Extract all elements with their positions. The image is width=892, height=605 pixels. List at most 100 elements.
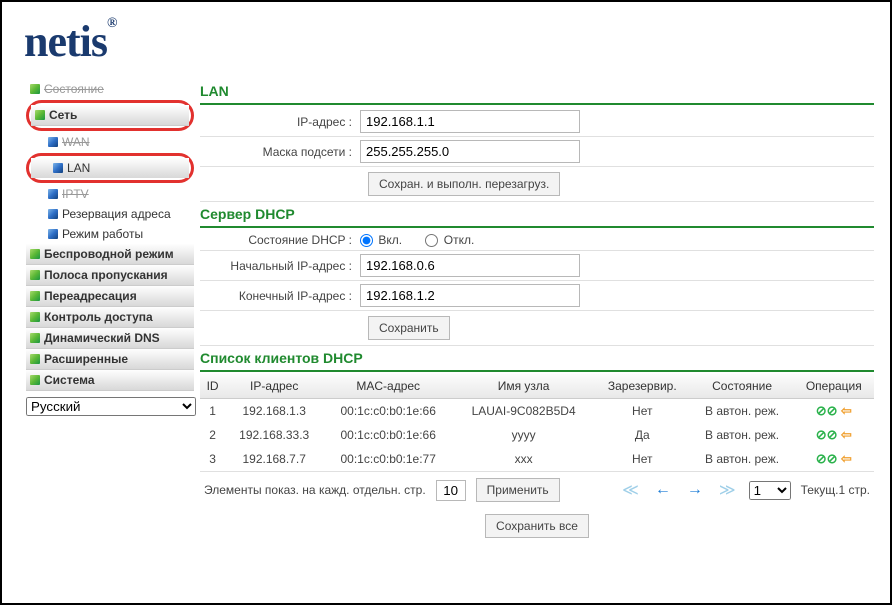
col-host: Имя узла (453, 374, 594, 399)
prev-page-icon[interactable]: ← (652, 481, 674, 499)
sidebar-item-12[interactable]: Расширенные (26, 349, 194, 370)
sidebar-item-11[interactable]: Динамический DNS (26, 328, 194, 349)
link-icon[interactable]: ⊘⊘ (816, 403, 838, 419)
bullet-icon (30, 375, 40, 385)
bullet-icon (48, 189, 58, 199)
dhcp-end-input[interactable] (360, 284, 580, 307)
dhcp-off-radio[interactable] (425, 234, 438, 247)
last-page-icon[interactable]: ≫ (716, 480, 739, 500)
arrow-left-icon[interactable]: ⇦ (841, 427, 852, 443)
arrow-left-icon[interactable]: ⇦ (841, 451, 852, 467)
sidebar-item-0[interactable]: Состояние (26, 79, 194, 99)
sidebar-item-label: Динамический DNS (44, 331, 160, 345)
subnet-mask-input[interactable] (360, 140, 580, 163)
sidebar-item-10[interactable]: Контроль доступа (26, 307, 194, 328)
sidebar-item-9[interactable]: Переадресация (26, 286, 194, 307)
link-icon[interactable]: ⊘⊘ (816, 451, 838, 467)
bullet-icon (30, 249, 40, 259)
dhcp-save-button[interactable]: Сохранить (368, 316, 450, 340)
cell-ip: 192.168.33.3 (225, 423, 323, 447)
ip-address-label: IP-адрес : (200, 115, 360, 129)
language-select[interactable]: Русский (26, 397, 196, 416)
table-row: 3192.168.7.700:1c:c0:b0:1e:77xxxНетВ авт… (200, 447, 874, 471)
col-mac: MAC-адрес (323, 374, 453, 399)
cell-op: ⊘⊘ ⇦ (794, 399, 874, 424)
page-select[interactable]: 1 (749, 481, 791, 500)
first-page-icon[interactable]: ≪ (619, 480, 642, 500)
bullet-icon (30, 333, 40, 343)
dhcp-start-input[interactable] (360, 254, 580, 277)
sidebar-item-label: Беспроводной режим (44, 247, 174, 261)
bullet-icon (30, 354, 40, 364)
dhcp-end-label: Конечный IP-адрес : (200, 289, 360, 303)
next-page-icon[interactable]: → (684, 481, 706, 499)
sidebar-item-6[interactable]: Режим работы (26, 224, 194, 244)
cell-reserved: Да (594, 423, 691, 447)
dhcp-off-option[interactable]: Откл. (425, 233, 474, 247)
cell-reserved: Нет (594, 399, 691, 424)
bullet-icon (30, 291, 40, 301)
per-page-label: Элементы показ. на кажд. отдельн. стр. (204, 483, 426, 497)
bullet-icon (35, 110, 45, 120)
cell-reserved: Нет (594, 447, 691, 471)
sidebar-item-label: LAN (67, 161, 90, 175)
col-reserved: Зарезервир. (594, 374, 691, 399)
sidebar-item-7[interactable]: Беспроводной режим (26, 244, 194, 265)
cell-op: ⊘⊘ ⇦ (794, 447, 874, 471)
bullet-icon (30, 270, 40, 280)
sidebar-item-8[interactable]: Полоса пропускания (26, 265, 194, 286)
logo-area: netis® (6, 6, 886, 79)
sidebar-item-13[interactable]: Система (26, 370, 194, 391)
sidebar-item-label: IPTV (62, 187, 89, 201)
dhcp-section-title: Сервер DHCP (200, 202, 874, 228)
apply-button[interactable]: Применить (476, 478, 560, 502)
sidebar-item-3[interactable]: LAN (31, 158, 189, 178)
sidebar-item-4[interactable]: IPTV (26, 184, 194, 204)
dhcp-on-option[interactable]: Вкл. (360, 233, 402, 247)
bullet-icon (53, 163, 63, 173)
bullet-icon (48, 209, 58, 219)
lan-section-title: LAN (200, 79, 874, 105)
save-all-button[interactable]: Сохранить все (485, 514, 589, 538)
ip-address-input[interactable] (360, 110, 580, 133)
cell-host: xxx (453, 447, 594, 471)
cell-op: ⊘⊘ ⇦ (794, 423, 874, 447)
col-state: Состояние (691, 374, 794, 399)
table-row: 2192.168.33.300:1c:c0:b0:1e:66ууууДаВ ав… (200, 423, 874, 447)
bullet-icon (48, 229, 58, 239)
bullet-icon (48, 137, 58, 147)
sidebar-item-5[interactable]: Резервация адреса (26, 204, 194, 224)
cell-mac: 00:1c:c0:b0:1e:77 (323, 447, 453, 471)
dhcp-on-radio[interactable] (360, 234, 373, 247)
bullet-icon (30, 312, 40, 322)
table-row: 1192.168.1.300:1c:c0:b0:1e:66LAUAI-9C082… (200, 399, 874, 424)
cell-host: уууу (453, 423, 594, 447)
sidebar-item-label: Контроль доступа (44, 310, 153, 324)
link-icon[interactable]: ⊘⊘ (816, 427, 838, 443)
sidebar-item-label: Резервация адреса (62, 207, 171, 221)
save-reboot-button[interactable]: Сохран. и выполн. перезагруз. (368, 172, 560, 196)
cell-mac: 00:1c:c0:b0:1e:66 (323, 423, 453, 447)
sidebar-item-label: WAN (62, 135, 90, 149)
cell-id: 3 (200, 447, 225, 471)
col-id: ID (200, 374, 225, 399)
logo: netis® (24, 17, 116, 66)
cell-state: В автон. реж. (691, 399, 794, 424)
clients-table: ID IP-адрес MAC-адрес Имя узла Зарезерви… (200, 374, 874, 471)
cell-host: LAUAI-9C082B5D4 (453, 399, 594, 424)
col-ip: IP-адрес (225, 374, 323, 399)
cell-id: 2 (200, 423, 225, 447)
dhcp-start-label: Начальный IP-адрес : (200, 259, 360, 273)
cell-state: В автон. реж. (691, 447, 794, 471)
sidebar-item-1[interactable]: Сеть (31, 105, 189, 126)
sidebar-item-2[interactable]: WAN (26, 132, 194, 152)
arrow-left-icon[interactable]: ⇦ (841, 403, 852, 419)
sidebar-item-label: Режим работы (62, 227, 143, 241)
content-area: LAN IP-адрес : Маска подсети : Сохран. и… (194, 79, 886, 599)
cell-id: 1 (200, 399, 225, 424)
cell-state: В автон. реж. (691, 423, 794, 447)
cell-ip: 192.168.1.3 (225, 399, 323, 424)
per-page-input[interactable] (436, 480, 466, 501)
clients-section-title: Список клиентов DHCP (200, 346, 874, 372)
cell-ip: 192.168.7.7 (225, 447, 323, 471)
